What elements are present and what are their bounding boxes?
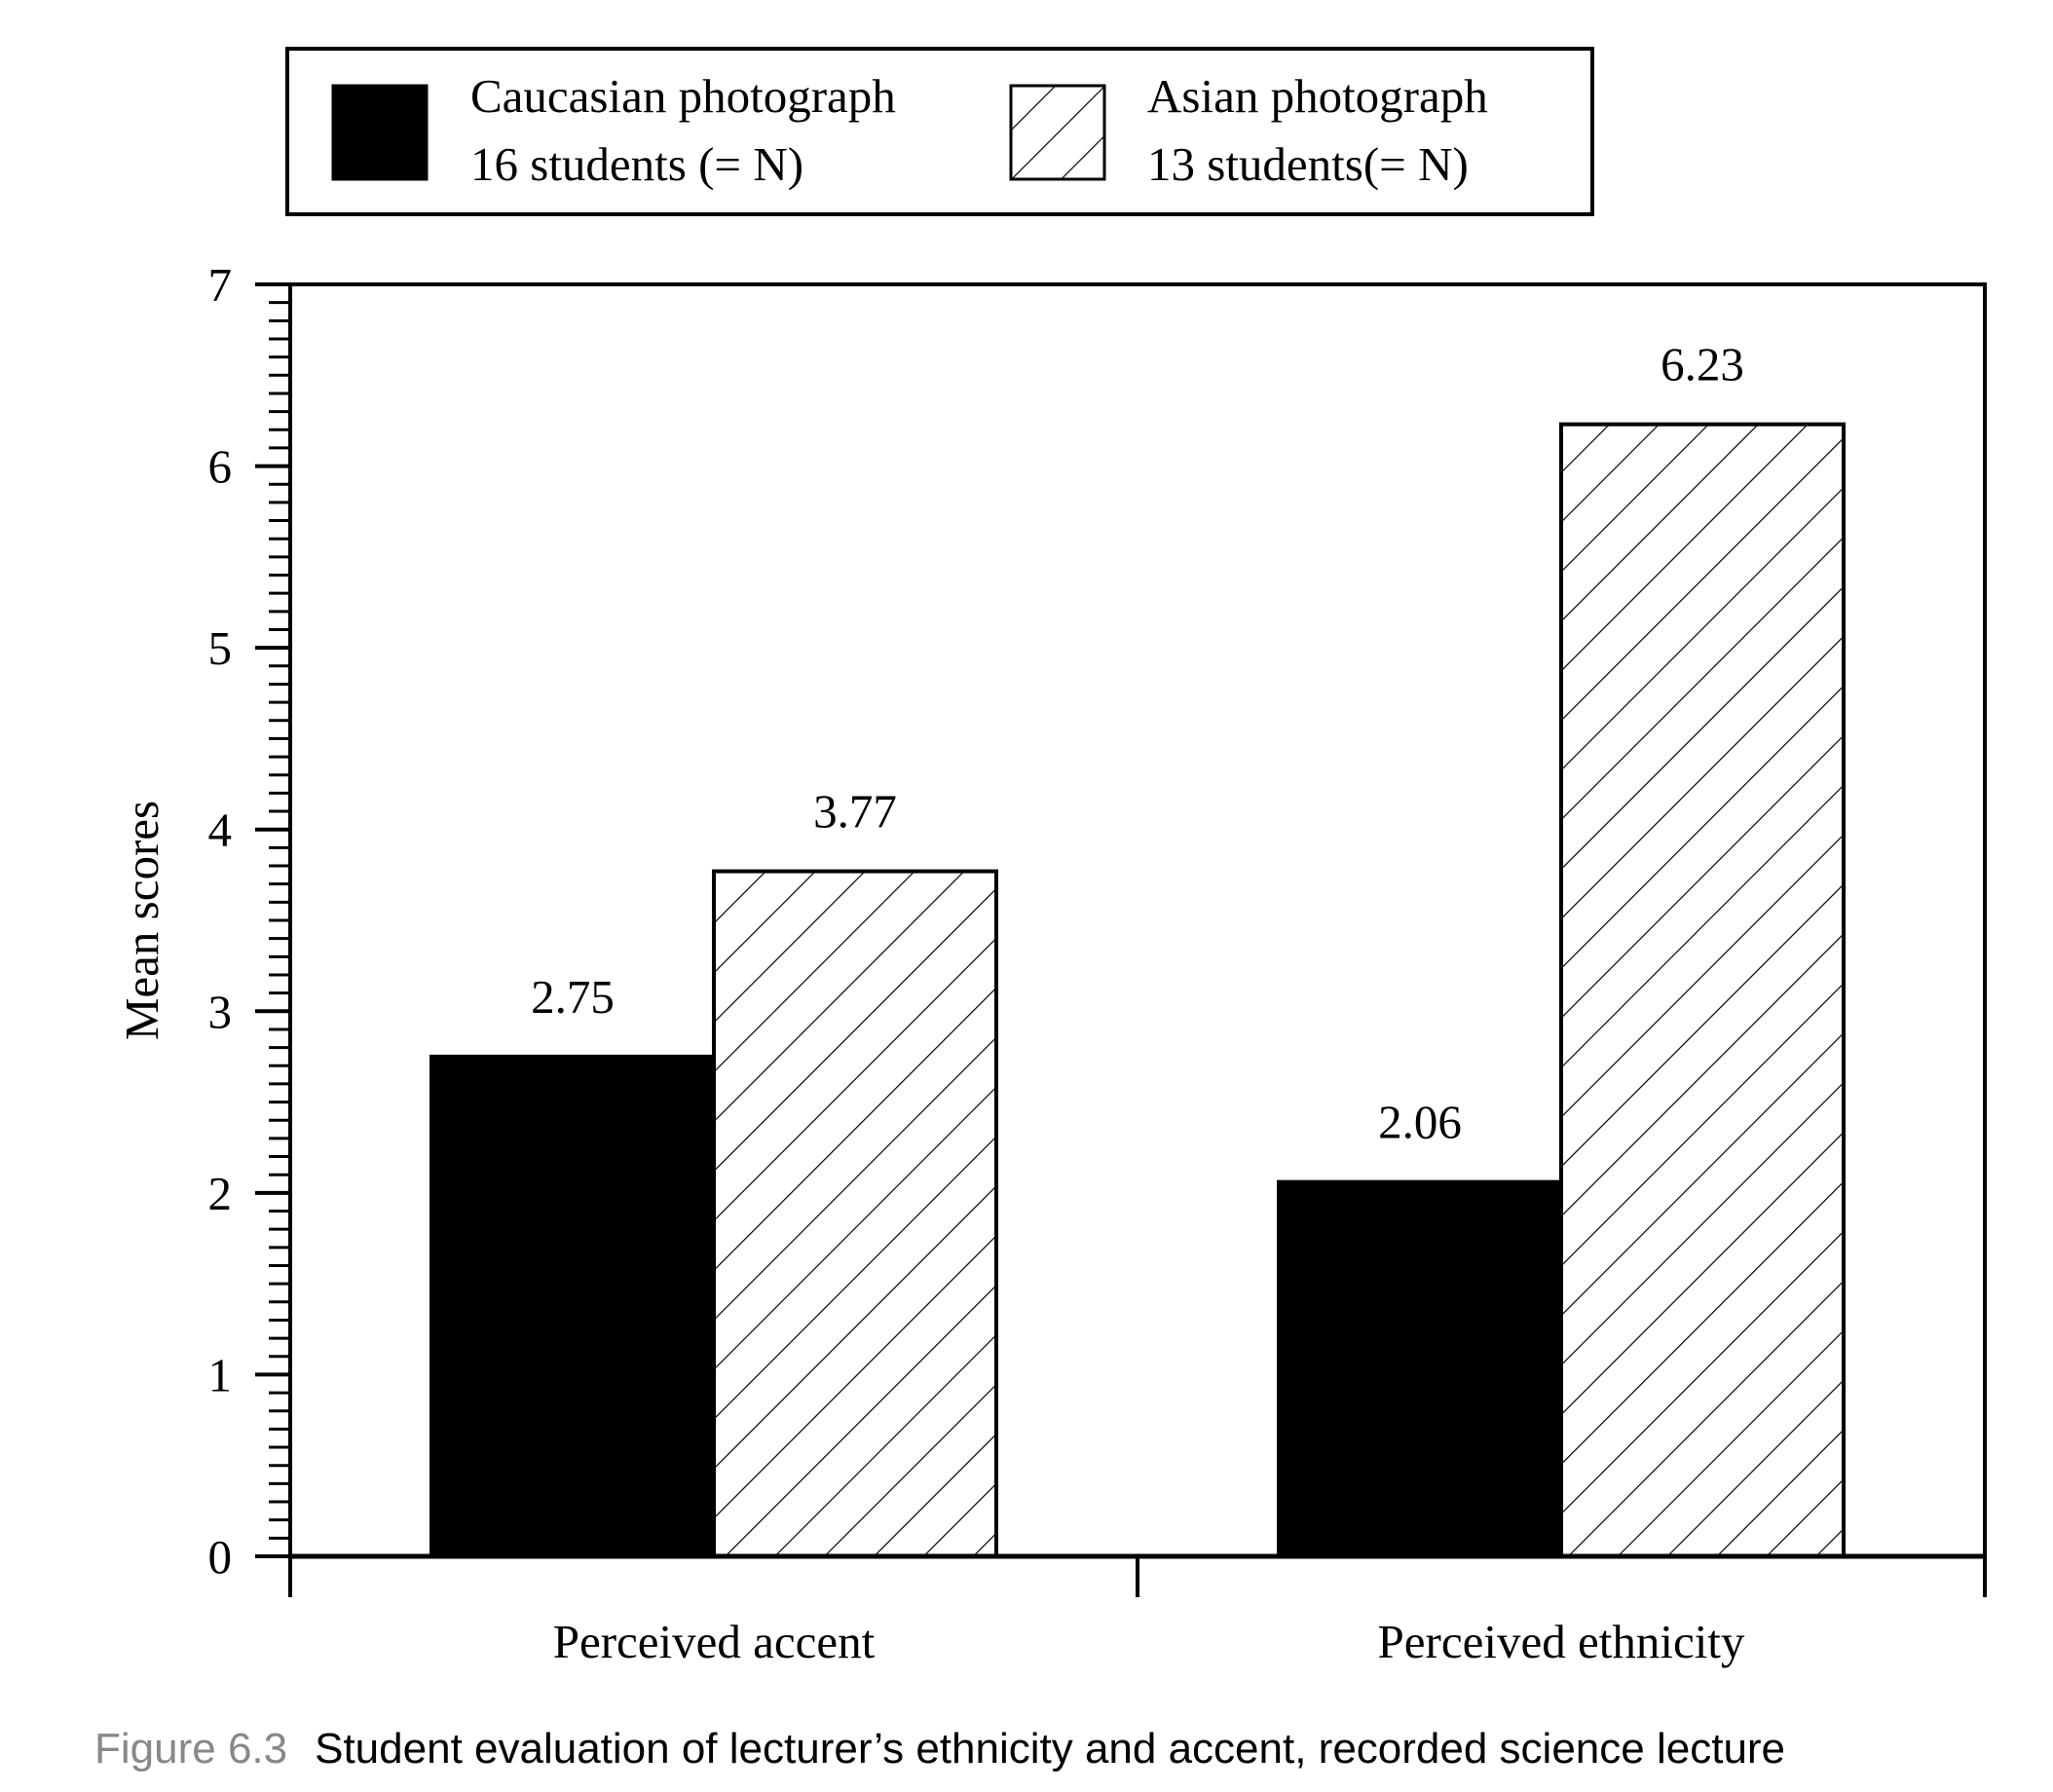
legend-swatch-asian — [1009, 84, 1106, 181]
y-tick-label: 0 — [208, 1530, 233, 1584]
bar-asian-accent — [712, 869, 998, 1558]
y-tick-label: 1 — [208, 1348, 233, 1401]
bar-value-label: 2.06 — [1378, 1096, 1462, 1149]
legend-sublabel-caucasian: 16 students (= N) — [470, 137, 803, 191]
x-category-label: Perceived accent — [553, 1615, 876, 1668]
bar-value-label: 2.75 — [531, 970, 615, 1024]
figure-caption: Figure 6.3 Student evaluation of lecturer… — [94, 1722, 1785, 1776]
y-tick-label: 2 — [208, 1167, 233, 1220]
y-tick-label: 7 — [208, 258, 233, 312]
legend-box — [285, 47, 1594, 216]
bar-caucasian-accent — [429, 1054, 716, 1558]
y-tick-label: 3 — [208, 985, 233, 1038]
legend-swatch-caucasian — [331, 84, 429, 181]
y-tick-label: 5 — [208, 621, 233, 675]
bar-value-label: 3.77 — [813, 785, 897, 839]
y-tick-label: 4 — [208, 803, 233, 857]
figure-caption-label: Figure 6.3 — [94, 1725, 288, 1773]
bars-layer — [429, 422, 1846, 1558]
legend-label-caucasian: Caucasian photograph — [470, 69, 896, 123]
y-axis-title: Mean scores — [115, 801, 168, 1040]
bar-caucasian-ethnicity — [1277, 1179, 1563, 1558]
x-category-label: Perceived ethnicity — [1378, 1615, 1745, 1668]
legend-label-asian: Asian photograph — [1147, 69, 1488, 123]
bar-asian-ethnicity — [1559, 422, 1846, 1558]
value-labels: 2.75 3.77 2.06 6.23 — [531, 338, 1744, 1149]
y-tick-label: 6 — [208, 440, 233, 494]
x-axis: Perceived accent Perceived ethnicity — [288, 1553, 1987, 1668]
legend: Caucasian photograph 16 students (= N) A… — [285, 47, 1594, 216]
legend-sublabel-asian: 13 students(= N) — [1147, 137, 1469, 191]
bar-value-label: 6.23 — [1661, 338, 1744, 392]
y-ticks: 0 1 2 3 4 5 6 7 — [208, 258, 290, 1584]
figure-caption-text: Student evaluation of lecturer’s ethnici… — [315, 1725, 1786, 1773]
